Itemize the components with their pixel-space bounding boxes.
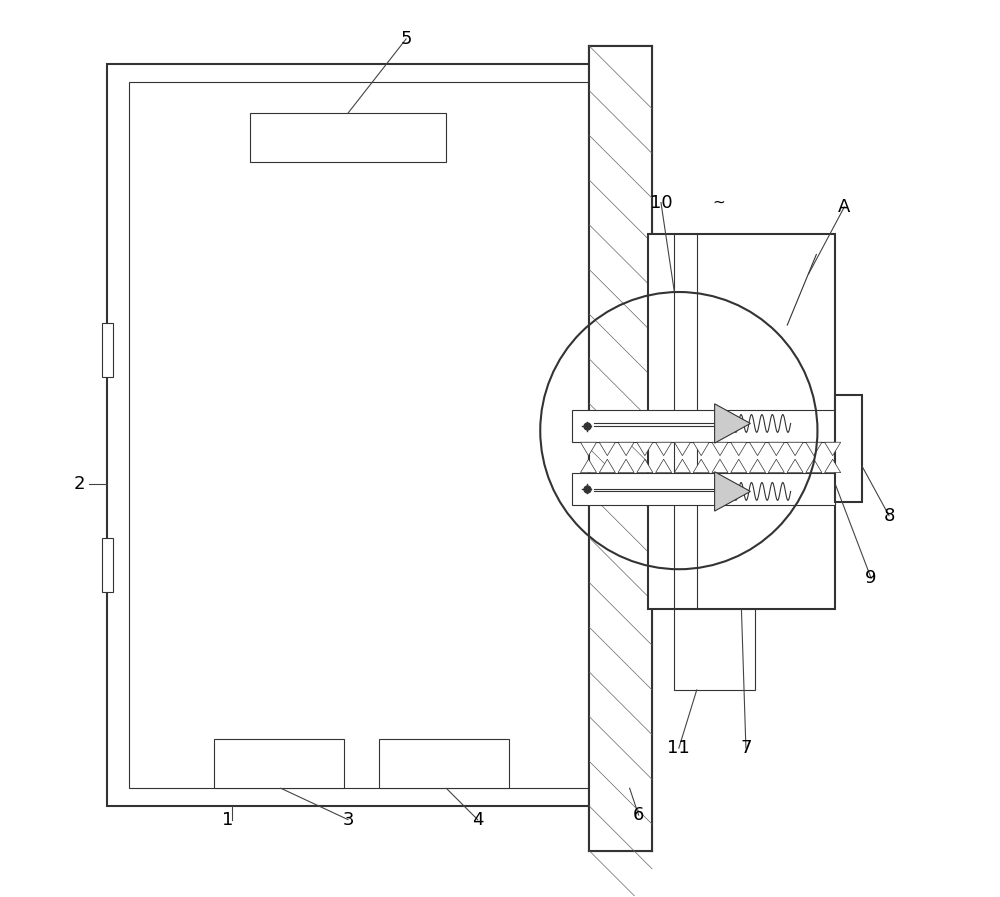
Polygon shape xyxy=(712,459,728,473)
Bar xyxy=(107,64,607,806)
Bar xyxy=(835,395,862,502)
Bar xyxy=(214,739,344,788)
Polygon shape xyxy=(749,442,766,456)
Text: 3: 3 xyxy=(342,811,354,829)
Polygon shape xyxy=(825,442,841,456)
Polygon shape xyxy=(731,442,747,456)
Polygon shape xyxy=(768,459,784,473)
Polygon shape xyxy=(580,442,597,456)
Polygon shape xyxy=(580,459,597,473)
Polygon shape xyxy=(618,442,634,456)
Polygon shape xyxy=(637,442,653,456)
Polygon shape xyxy=(715,472,750,511)
Polygon shape xyxy=(656,459,672,473)
Bar xyxy=(129,82,589,788)
Polygon shape xyxy=(618,459,634,473)
Polygon shape xyxy=(693,442,709,456)
Text: ~: ~ xyxy=(713,195,725,210)
Text: 6: 6 xyxy=(633,806,644,824)
Bar xyxy=(572,410,835,442)
Text: A: A xyxy=(838,198,850,216)
Polygon shape xyxy=(656,442,672,456)
Polygon shape xyxy=(806,442,822,456)
Polygon shape xyxy=(768,442,784,456)
Text: 2: 2 xyxy=(74,475,85,493)
Polygon shape xyxy=(674,459,690,473)
Polygon shape xyxy=(693,459,709,473)
Text: 5: 5 xyxy=(400,30,412,48)
Polygon shape xyxy=(637,459,653,473)
Polygon shape xyxy=(715,404,750,443)
Polygon shape xyxy=(787,442,803,456)
Bar xyxy=(572,473,835,505)
Bar xyxy=(379,739,509,788)
Polygon shape xyxy=(712,442,728,456)
Text: 1: 1 xyxy=(222,811,233,829)
Bar xyxy=(102,538,113,592)
Polygon shape xyxy=(787,459,803,473)
Text: 4: 4 xyxy=(472,811,483,829)
Polygon shape xyxy=(749,459,766,473)
Text: 11: 11 xyxy=(667,739,690,757)
Bar xyxy=(102,323,113,377)
Polygon shape xyxy=(806,459,822,473)
Text: 9: 9 xyxy=(865,570,877,588)
Text: 7: 7 xyxy=(740,739,752,757)
Polygon shape xyxy=(599,459,615,473)
Polygon shape xyxy=(599,442,615,456)
Bar xyxy=(589,46,652,851)
Bar xyxy=(250,113,446,162)
Bar xyxy=(674,609,755,690)
Polygon shape xyxy=(731,459,747,473)
Text: 8: 8 xyxy=(883,507,895,525)
Text: 10: 10 xyxy=(650,194,672,212)
Polygon shape xyxy=(825,459,841,473)
Polygon shape xyxy=(674,442,690,456)
Bar xyxy=(648,234,835,609)
